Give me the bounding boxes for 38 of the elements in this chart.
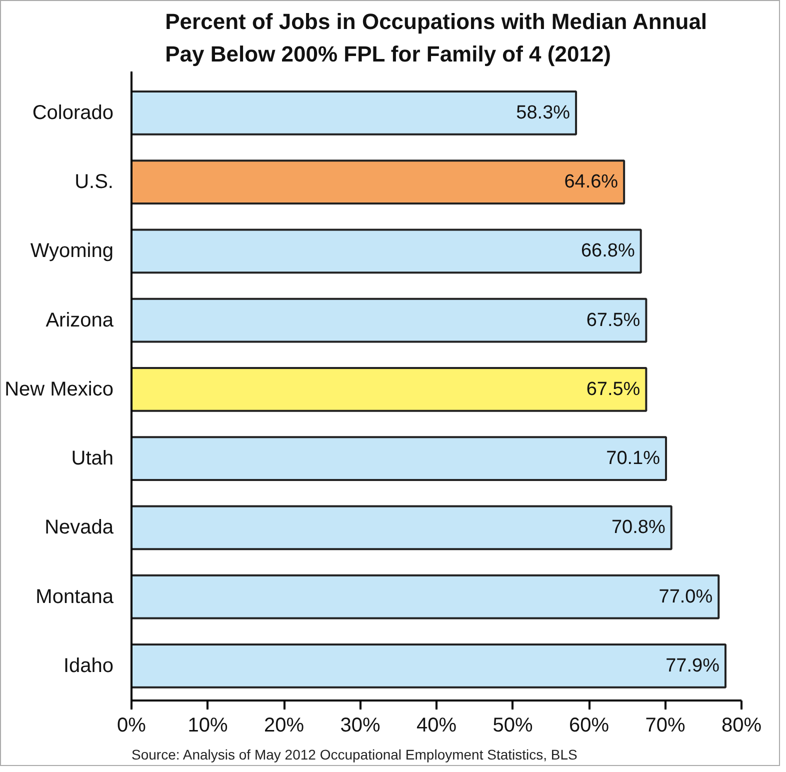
y-tick-label: Utah: [71, 448, 114, 470]
y-tick-label: U.S.: [74, 171, 114, 194]
y-tick-label: Idaho: [63, 654, 114, 677]
y-tick-label: Colorado: [32, 102, 114, 124]
x-tick-label: 40%: [416, 714, 457, 736]
data-label: 66.8%: [580, 240, 635, 262]
x-tick-label: 30%: [340, 714, 380, 736]
y-tick-label: Arizona: [46, 309, 114, 332]
data-label: 67.5%: [586, 310, 640, 331]
y-tick-label: Montana: [36, 586, 114, 608]
data-label: 67.5%: [586, 378, 640, 400]
bar: [132, 367, 648, 412]
x-tick-label: 60%: [568, 714, 610, 736]
bar: [132, 228, 642, 274]
x-tick-label: 20%: [264, 714, 304, 736]
data-label: 64.6%: [564, 172, 618, 193]
y-tick-label: New Mexico: [4, 378, 114, 400]
bar: [132, 90, 578, 136]
x-tick-label: 80%: [721, 714, 762, 736]
bar: [132, 505, 672, 550]
bar: [132, 160, 626, 205]
source-note: Source: Analysis of May 2012 Occupational Employment Statistics, BLS: [132, 746, 578, 762]
y-tick-label: Nevada: [44, 516, 114, 539]
data-label: 70.1%: [606, 448, 660, 470]
y-tick-label: Wyoming: [30, 240, 114, 262]
x-tick-label: 70%: [645, 714, 686, 736]
x-tick-label: 0%: [117, 714, 146, 736]
x-tick-label: 50%: [492, 714, 533, 736]
data-label: 70.8%: [611, 517, 666, 538]
bar: [132, 436, 668, 482]
chart-title: Percent of Jobs in Occupations with Median Annual Pay Below 200% FPL for Family of 4 (2012): [165, 9, 708, 66]
bar: [132, 298, 648, 343]
x-tick-label: 10%: [188, 714, 228, 736]
bar: [132, 574, 720, 620]
bar: [132, 644, 726, 688]
data-label: 77.9%: [666, 655, 720, 676]
data-label: 77.0%: [658, 586, 713, 608]
data-label: 58.3%: [516, 102, 570, 124]
